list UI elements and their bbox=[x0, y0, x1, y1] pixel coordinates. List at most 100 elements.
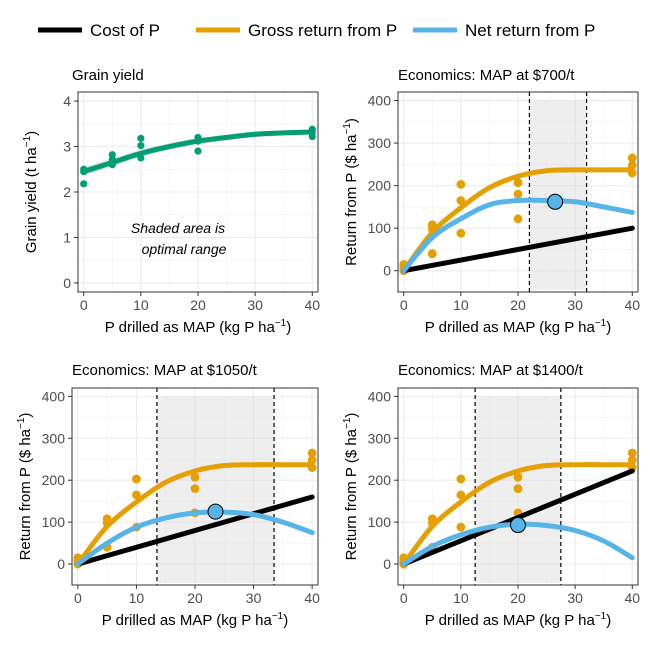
y-tick-label: 0 bbox=[383, 263, 391, 279]
series-line-2 bbox=[75, 509, 315, 567]
x-tick-label: 10 bbox=[453, 590, 469, 606]
return-point bbox=[427, 249, 437, 259]
x-tick-label: 20 bbox=[510, 590, 526, 606]
optimum-marker bbox=[510, 517, 526, 534]
yield-fit-line bbox=[81, 129, 315, 175]
plot-area bbox=[73, 388, 317, 585]
x-tick-label: 0 bbox=[400, 590, 408, 606]
x-axis-title: P drilled as MAP (kg P ha−1) bbox=[105, 318, 292, 336]
return-point bbox=[456, 179, 466, 189]
y-axis-title: Return from P ($ ha−1) bbox=[342, 413, 360, 561]
panel-border bbox=[397, 387, 639, 586]
x-tick-label: 20 bbox=[190, 297, 206, 313]
y-tick-label: 300 bbox=[368, 430, 392, 446]
x-tick-label: 40 bbox=[304, 590, 320, 606]
return-point bbox=[132, 490, 141, 500]
yield-point bbox=[137, 142, 145, 150]
x-tick-label: 30 bbox=[567, 590, 583, 606]
x-tick-label: 0 bbox=[80, 297, 88, 313]
y-axis-title: Grain yield (t ha−1) bbox=[22, 131, 40, 253]
y-tick-label: 200 bbox=[42, 472, 66, 488]
panel-0: 0 10 20 30 40 0 1 2 3 4 Shaded area is optimal rang… bbox=[22, 67, 320, 336]
x-tick-label: 10 bbox=[129, 590, 145, 606]
yield-point bbox=[137, 134, 145, 142]
return-point bbox=[190, 484, 200, 493]
optimal-range-band bbox=[156, 396, 275, 583]
annotation-line-1: optimal range bbox=[142, 241, 227, 257]
x-axis-title: P drilled as MAP (kg P ha−1) bbox=[425, 611, 612, 629]
x-tick-label: 40 bbox=[624, 297, 640, 313]
return-point bbox=[456, 474, 466, 484]
x-axis-title: P drilled as MAP (kg P ha−1) bbox=[425, 318, 612, 336]
legend-label-0: Cost of P bbox=[90, 21, 160, 40]
y-tick-label: 100 bbox=[368, 220, 392, 236]
y-tick-label: 4 bbox=[63, 93, 71, 109]
optimum-marker bbox=[207, 503, 224, 520]
x-tick-label: 40 bbox=[624, 590, 640, 606]
y-tick-label: 400 bbox=[368, 93, 392, 109]
return-point bbox=[456, 522, 466, 532]
return-point bbox=[456, 228, 466, 238]
legend: Cost of P Gross return from P Net return f… bbox=[38, 21, 595, 40]
y-tick-label: 0 bbox=[63, 275, 71, 291]
x-tick-label: 20 bbox=[187, 590, 203, 606]
x-tick-label: 40 bbox=[304, 297, 320, 313]
return-point bbox=[132, 474, 141, 484]
y-axis-title: Return from P ($ ha−1) bbox=[16, 413, 34, 561]
panel-title: Economics: MAP at $1050/t bbox=[72, 362, 258, 379]
x-tick-label: 10 bbox=[133, 297, 149, 313]
y-tick-label: 300 bbox=[42, 430, 66, 446]
return-point bbox=[513, 472, 523, 482]
x-axis-title: P drilled as MAP (kg P ha−1) bbox=[102, 611, 289, 629]
legend-label-2: Net return from P bbox=[465, 21, 595, 40]
series-line-0 bbox=[75, 494, 315, 567]
series-line-2 bbox=[401, 197, 635, 274]
y-tick-label: 3 bbox=[63, 139, 71, 155]
return-point bbox=[456, 490, 466, 500]
y-tick-label: 300 bbox=[368, 135, 392, 151]
x-tick-label: 30 bbox=[247, 297, 263, 313]
x-tick-label: 0 bbox=[74, 590, 82, 606]
y-tick-label: 400 bbox=[42, 388, 66, 404]
return-point bbox=[513, 189, 523, 199]
return-point bbox=[307, 448, 317, 458]
panel-title: Grain yield bbox=[72, 67, 144, 84]
return-point bbox=[513, 178, 523, 188]
return-point bbox=[513, 214, 523, 224]
y-tick-label: 100 bbox=[368, 514, 392, 530]
series-line-1 bbox=[401, 462, 635, 567]
return-point bbox=[627, 448, 637, 458]
panel-border bbox=[397, 91, 639, 293]
plot-area bbox=[399, 388, 637, 585]
return-point bbox=[456, 196, 466, 205]
x-tick-label: 30 bbox=[567, 297, 583, 313]
panel-title: Economics: MAP at $1400/t bbox=[398, 362, 584, 379]
panel-border bbox=[77, 91, 319, 293]
series-line-0 bbox=[401, 225, 635, 274]
x-tick-label: 0 bbox=[400, 297, 408, 313]
y-tick-label: 1 bbox=[63, 229, 71, 245]
y-tick-label: 200 bbox=[368, 178, 392, 194]
yield-point bbox=[194, 147, 202, 155]
legend-label-1: Gross return from P bbox=[248, 21, 397, 40]
y-tick-label: 2 bbox=[63, 184, 71, 200]
yield-point bbox=[108, 151, 116, 159]
x-tick-label: 30 bbox=[246, 590, 262, 606]
y-tick-label: 400 bbox=[368, 388, 392, 404]
series-line-1 bbox=[401, 167, 635, 274]
panel-title: Economics: MAP at $700/t bbox=[398, 67, 575, 84]
plot-area bbox=[80, 125, 316, 188]
y-tick-label: 0 bbox=[383, 556, 391, 572]
series-line-1 bbox=[75, 462, 315, 567]
y-tick-label: 0 bbox=[57, 556, 65, 572]
yield-point bbox=[80, 180, 88, 188]
return-point bbox=[627, 153, 637, 163]
y-tick-label: 100 bbox=[42, 514, 66, 530]
y-axis-title: Return from P ($ ha−1) bbox=[342, 118, 360, 266]
x-tick-label: 20 bbox=[510, 297, 526, 313]
return-point bbox=[513, 484, 523, 493]
